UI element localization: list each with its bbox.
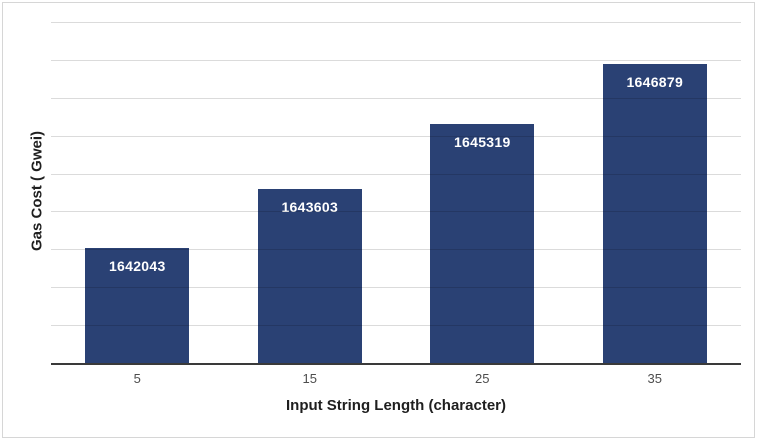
x-tick-label: 35	[647, 371, 662, 386]
x-axis-title: Input String Length (character)	[285, 397, 506, 414]
gridline	[51, 287, 741, 289]
bar-value-label: 1642043	[108, 257, 166, 274]
x-tick-label: 25	[475, 371, 490, 386]
x-axis-tick-labels: 5 15 25 35	[51, 369, 741, 389]
gridline	[51, 59, 741, 61]
gridline	[51, 135, 741, 137]
bar: 1645319	[430, 123, 535, 363]
chart-figure: Gas Cost ( Gwei) 1642043 1643603 1645319 16…	[2, 2, 755, 438]
gridline	[51, 97, 741, 99]
gridline	[51, 325, 741, 327]
gridline	[51, 211, 741, 213]
bar-value-label: 1646879	[626, 74, 684, 91]
plot-area: 1642043 1643603 1645319 1646879	[51, 22, 741, 365]
gridline	[51, 173, 741, 175]
x-tick-label: 15	[302, 371, 317, 386]
y-axis-title: Gas Cost ( Gwei)	[28, 130, 46, 252]
gridline	[51, 249, 741, 251]
bar-value-label: 1643603	[281, 198, 339, 215]
bar-value-label: 1645319	[453, 133, 511, 150]
x-tick-label: 5	[133, 371, 141, 386]
bar: 1646879	[602, 64, 707, 363]
bar: 1643603	[257, 188, 362, 363]
gridline	[51, 22, 741, 23]
bar: 1642043	[85, 247, 190, 363]
